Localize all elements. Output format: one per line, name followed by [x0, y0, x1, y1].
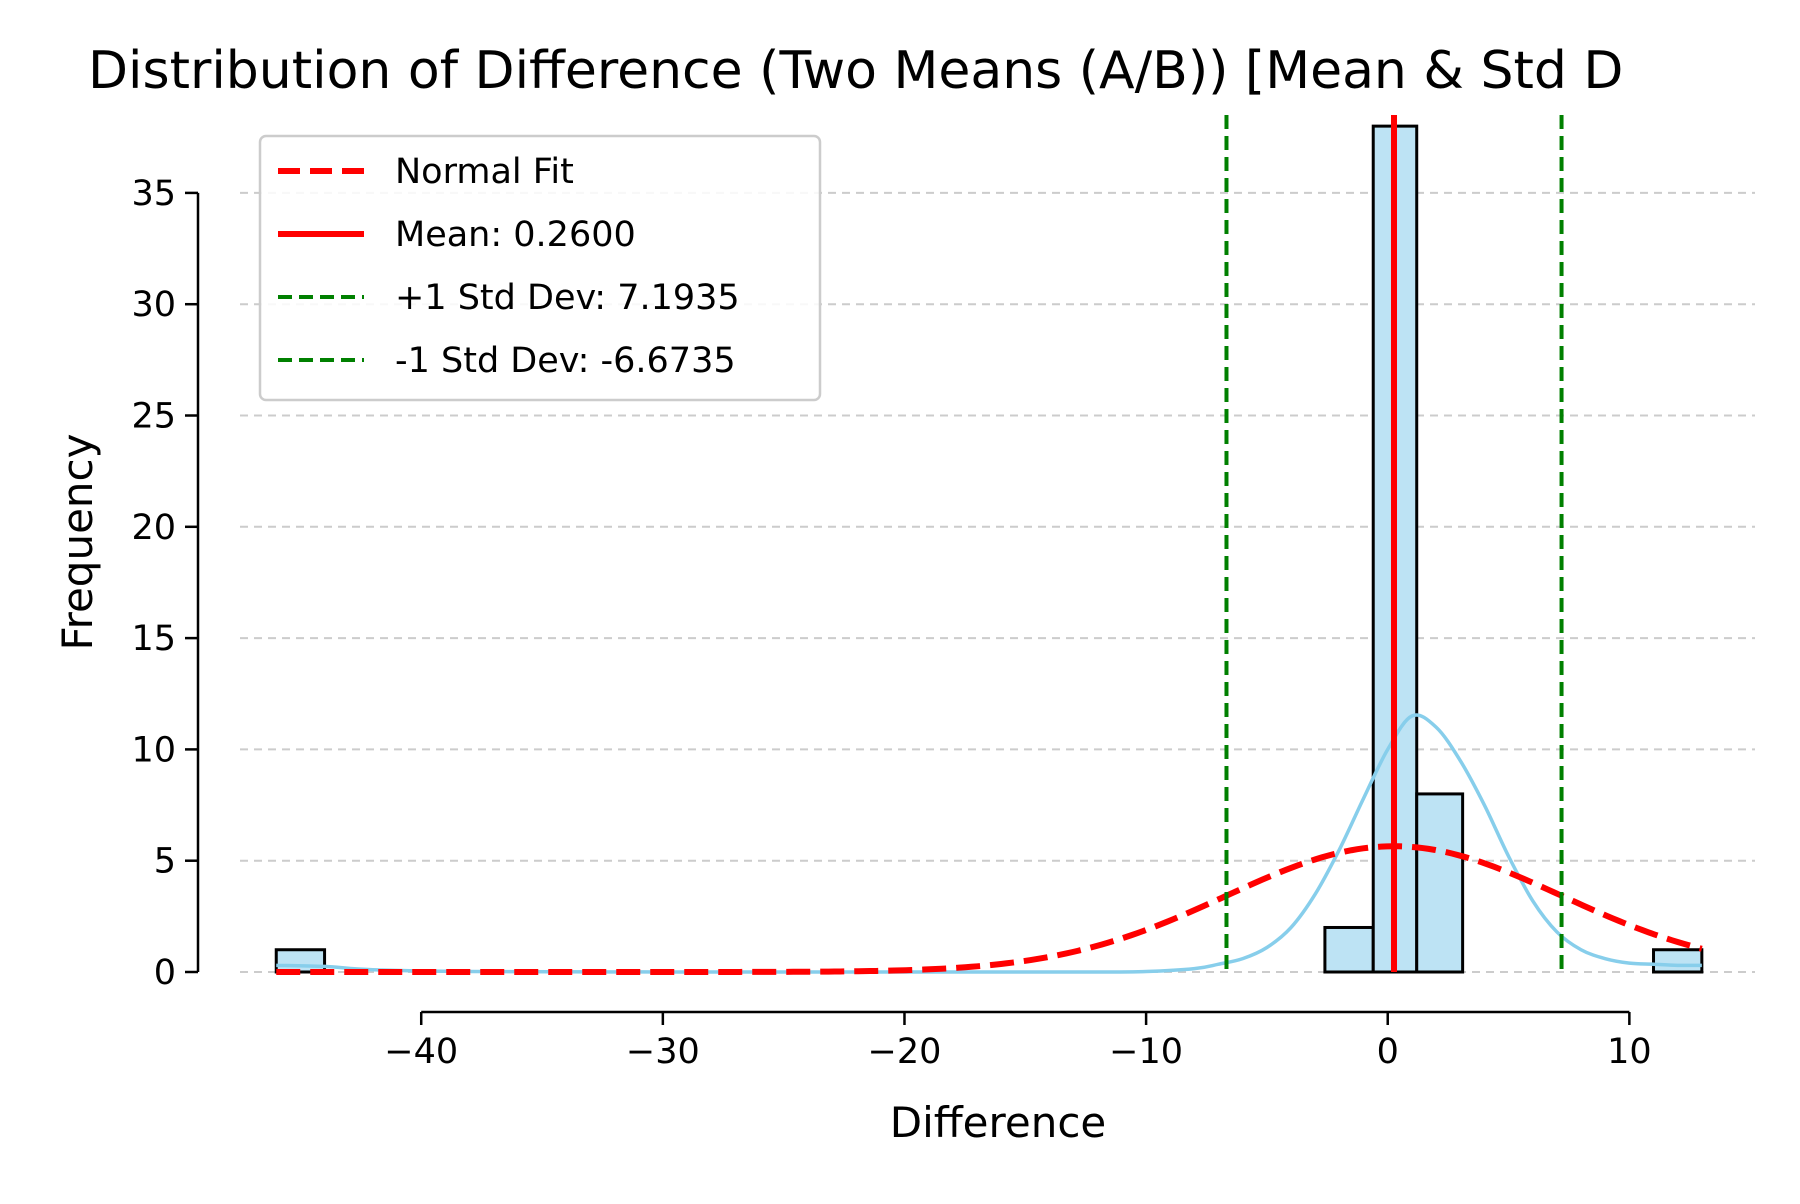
x-tick-label: 0 — [1377, 1032, 1399, 1072]
y-axis-title: Frequency — [53, 434, 102, 651]
axes: 0 5 10 15 20 25 30 35 −40 −30 −20 −10 0 10 — [131, 174, 1651, 1072]
y-tick-label: 10 — [131, 730, 176, 770]
legend-label-2: +1 Std Dev: 7.1935 — [395, 278, 740, 318]
histogram-bar-4 — [1652, 948, 1704, 974]
normal-fit-line — [276, 843, 1703, 975]
x-tick-label: −10 — [1109, 1032, 1183, 1072]
legend-label-0: Normal Fit — [395, 152, 574, 192]
x-axis-title: Difference — [890, 1098, 1107, 1147]
y-tick-label: 5 — [154, 842, 176, 882]
legend-label-3: -1 Std Dev: -6.6735 — [395, 341, 736, 381]
histogram-bar-0 — [274, 948, 327, 974]
x-tick-label: −20 — [868, 1032, 942, 1072]
y-tick-label: 0 — [154, 953, 176, 993]
y-tick-label: 30 — [131, 285, 176, 325]
kde-line — [276, 713, 1702, 974]
y-tick-label: 20 — [131, 508, 176, 548]
x-tick-label: −40 — [384, 1032, 458, 1072]
y-tick-label: 35 — [131, 174, 176, 214]
reference-lines — [276, 115, 1703, 975]
legend-box — [258, 134, 822, 402]
chart-title: Distribution of Difference (Two Means (A… — [88, 41, 1623, 101]
x-tick-label: −30 — [626, 1032, 700, 1072]
legend-label-1: Mean: 0.2600 — [395, 215, 636, 255]
x-tick-label: 10 — [1607, 1032, 1652, 1072]
histogram-bar-3 — [1415, 792, 1465, 974]
histogram-bar-1 — [1323, 925, 1375, 974]
legend: Normal Fit Mean: 0.2600 +1 Std Dev: 7.1935… — [258, 134, 822, 402]
y-tick-label: 15 — [131, 619, 176, 659]
y-tick-label: 25 — [131, 397, 176, 437]
kde-curve — [276, 713, 1702, 974]
